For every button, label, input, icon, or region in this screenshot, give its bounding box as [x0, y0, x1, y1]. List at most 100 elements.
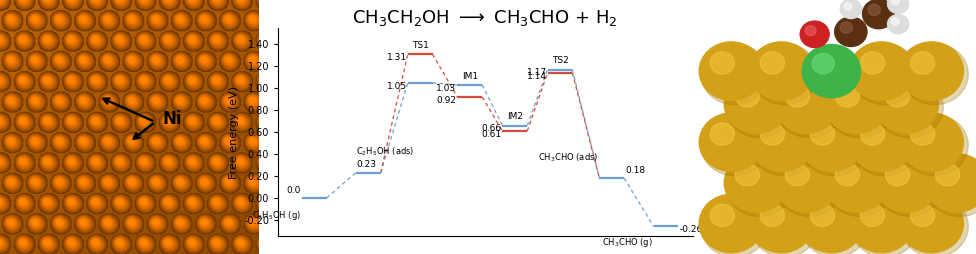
Text: 0.23: 0.23 — [356, 160, 376, 169]
Circle shape — [724, 154, 789, 212]
Circle shape — [911, 123, 935, 145]
Circle shape — [826, 76, 893, 138]
Circle shape — [851, 43, 918, 105]
Circle shape — [887, 0, 909, 13]
Circle shape — [874, 75, 939, 133]
Circle shape — [849, 113, 914, 171]
Circle shape — [750, 42, 813, 100]
Circle shape — [876, 155, 943, 216]
Circle shape — [800, 21, 830, 47]
Circle shape — [860, 204, 884, 227]
Circle shape — [701, 115, 768, 176]
Text: Ni: Ni — [163, 110, 183, 128]
Circle shape — [835, 164, 860, 186]
Circle shape — [751, 115, 818, 176]
Circle shape — [711, 52, 734, 74]
Circle shape — [891, 0, 899, 5]
Circle shape — [799, 194, 864, 253]
Circle shape — [840, 0, 862, 19]
Text: IM1: IM1 — [462, 72, 478, 81]
Circle shape — [701, 43, 768, 105]
Circle shape — [840, 22, 852, 33]
Circle shape — [825, 154, 888, 212]
Circle shape — [849, 194, 914, 253]
Circle shape — [735, 85, 759, 107]
Circle shape — [835, 85, 860, 107]
Circle shape — [699, 194, 763, 253]
Circle shape — [860, 52, 884, 74]
Circle shape — [876, 76, 943, 138]
Circle shape — [901, 196, 968, 254]
Circle shape — [711, 123, 734, 145]
Text: TS1: TS1 — [412, 41, 428, 50]
Circle shape — [911, 52, 935, 74]
Circle shape — [701, 196, 768, 254]
Circle shape — [760, 123, 785, 145]
Circle shape — [810, 204, 834, 227]
Text: 1.14: 1.14 — [527, 72, 547, 81]
Circle shape — [911, 204, 935, 227]
Circle shape — [851, 196, 918, 254]
Text: 1.31: 1.31 — [386, 53, 407, 62]
Circle shape — [860, 123, 884, 145]
Circle shape — [826, 155, 893, 216]
Circle shape — [849, 42, 914, 100]
Text: 1.17: 1.17 — [526, 69, 547, 77]
Circle shape — [760, 52, 785, 74]
Circle shape — [802, 44, 861, 98]
Circle shape — [885, 85, 910, 107]
Circle shape — [735, 164, 759, 186]
Circle shape — [776, 155, 843, 216]
Circle shape — [810, 123, 834, 145]
Text: CH$_3$CHO (ads): CH$_3$CHO (ads) — [539, 151, 598, 164]
Circle shape — [887, 14, 909, 34]
Circle shape — [711, 204, 734, 227]
Circle shape — [726, 155, 793, 216]
Circle shape — [699, 42, 763, 100]
Circle shape — [851, 115, 918, 176]
Text: TS2: TS2 — [551, 56, 568, 65]
Circle shape — [750, 194, 813, 253]
Circle shape — [926, 155, 976, 216]
Text: 1.05: 1.05 — [386, 82, 407, 91]
Circle shape — [699, 113, 763, 171]
Circle shape — [825, 75, 888, 133]
Circle shape — [874, 154, 939, 212]
Circle shape — [774, 75, 838, 133]
Text: C$_2$H$_5$OH (ads): C$_2$H$_5$OH (ads) — [356, 146, 415, 158]
Text: 1.03: 1.03 — [436, 84, 457, 93]
Circle shape — [786, 164, 809, 186]
Circle shape — [901, 43, 968, 105]
Circle shape — [726, 76, 793, 138]
Circle shape — [834, 17, 867, 46]
Circle shape — [751, 43, 818, 105]
Text: CH$_3$CH$_2$OH $\longrightarrow$ CH$_3$CHO + H$_2$: CH$_3$CH$_2$OH $\longrightarrow$ CH$_3$C… — [352, 8, 618, 28]
Circle shape — [750, 113, 813, 171]
Text: 0.61: 0.61 — [481, 130, 502, 139]
Circle shape — [786, 85, 809, 107]
Circle shape — [844, 3, 852, 10]
Text: 0.92: 0.92 — [436, 96, 457, 105]
Circle shape — [885, 164, 910, 186]
Circle shape — [863, 0, 895, 29]
Circle shape — [760, 204, 785, 227]
Circle shape — [801, 115, 868, 176]
Text: 0.18: 0.18 — [625, 166, 645, 175]
Text: 0.0: 0.0 — [287, 186, 301, 195]
Circle shape — [751, 196, 818, 254]
Text: 0.66: 0.66 — [481, 124, 502, 133]
Circle shape — [900, 113, 963, 171]
Circle shape — [812, 54, 834, 74]
Circle shape — [724, 75, 789, 133]
Text: CH$_3$CHO (g): CH$_3$CHO (g) — [602, 236, 653, 249]
Circle shape — [901, 115, 968, 176]
Text: -0.26: -0.26 — [679, 225, 703, 234]
Text: IM2: IM2 — [507, 112, 523, 121]
Circle shape — [774, 154, 838, 212]
Circle shape — [805, 26, 816, 36]
Circle shape — [891, 18, 899, 25]
Circle shape — [801, 196, 868, 254]
Circle shape — [900, 42, 963, 100]
Y-axis label: Free energy (eV): Free energy (eV) — [228, 86, 238, 179]
Circle shape — [900, 194, 963, 253]
